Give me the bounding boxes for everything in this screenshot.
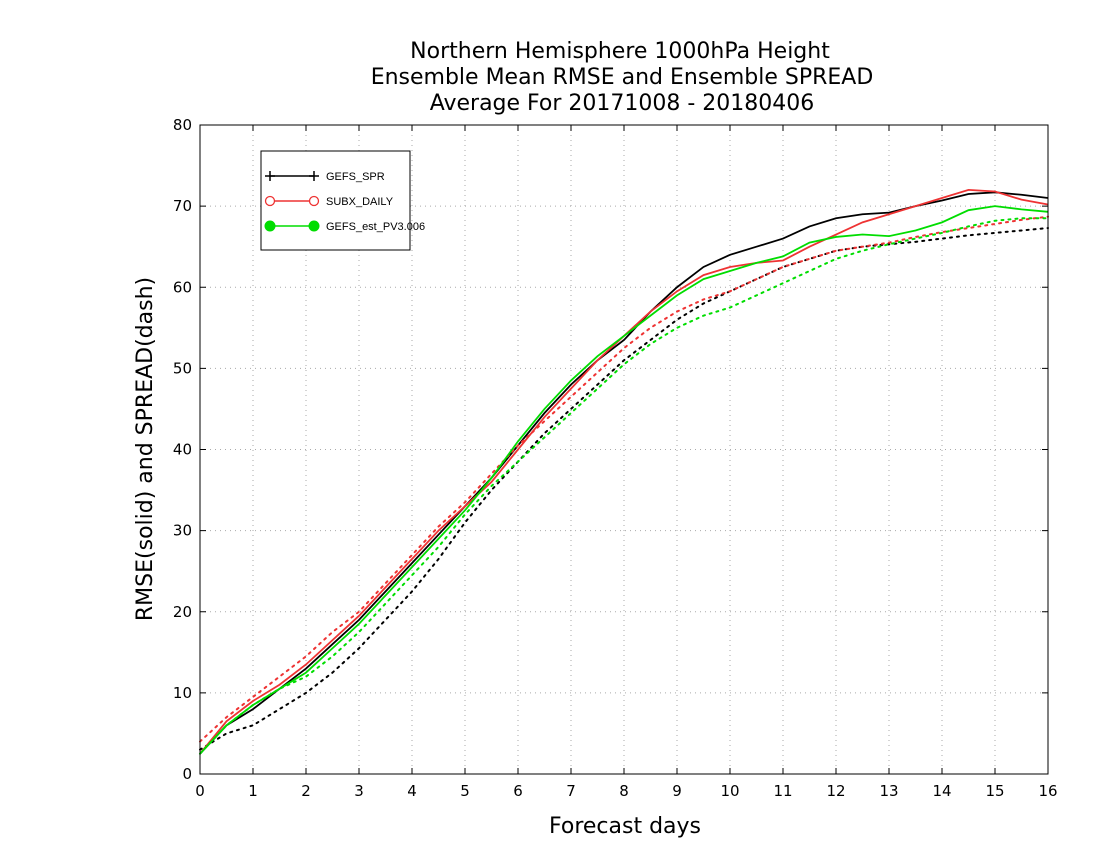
series-spread-subx-daily — [199, 215, 1049, 743]
series-rmse-gefs-est-pv3-006 — [199, 205, 1049, 755]
legend-label: GEFS_est_PV3.006 — [326, 221, 425, 233]
legend-marker-filled-circle — [308, 220, 320, 232]
x-tick-label: 2 — [301, 782, 311, 800]
y-tick-label: 20 — [173, 603, 192, 621]
legend-marker-open-circle — [308, 195, 320, 207]
y-axis-label: RMSE(solid) and SPREAD(dash) — [133, 277, 158, 621]
series-spread-gefs-spr — [199, 227, 1049, 751]
chart-title: Northern Hemisphere 1000hPa Height Ensem… — [371, 39, 874, 116]
title-line-1: Northern Hemisphere 1000hPa Height — [410, 39, 830, 64]
x-tick-label: 9 — [672, 782, 682, 800]
legend-marker-plus — [265, 171, 275, 181]
series-rmse-gefs-spr — [199, 191, 1049, 755]
y-tick-label: 30 — [173, 522, 192, 540]
legend-marker-filled-circle — [264, 220, 276, 232]
axis-ticks: 0 1 2 3 4 5 6 7 8 9 10 11 12 13 14 15 160102030405060708… — [173, 116, 1058, 800]
legend-label: SUBX_DAILY — [326, 196, 394, 208]
x-tick-label: 5 — [460, 782, 470, 800]
y-tick-label: 10 — [173, 684, 192, 702]
title-line-2: Ensemble Mean RMSE and Ensemble SPREAD — [371, 65, 874, 90]
legend-marker-open-circle — [264, 195, 276, 207]
series-lines — [199, 188, 1049, 755]
x-tick-label: 13 — [879, 782, 898, 800]
legend-label: GEFS_SPR — [326, 171, 385, 183]
y-tick-label: 70 — [173, 197, 192, 215]
x-tick-label: 16 — [1038, 782, 1057, 800]
x-tick-label: 4 — [407, 782, 417, 800]
x-tick-label: 6 — [513, 782, 523, 800]
y-tick-label: 40 — [173, 441, 192, 459]
x-tick-label: 1 — [248, 782, 258, 800]
y-tick-label: 50 — [173, 359, 192, 377]
x-tick-label: 3 — [354, 782, 364, 800]
x-tick-label: 7 — [566, 782, 576, 800]
x-tick-label: 8 — [619, 782, 629, 800]
x-tick-label: 12 — [826, 782, 845, 800]
x-tick-label: 15 — [985, 782, 1004, 800]
x-tick-label: 10 — [720, 782, 739, 800]
series-spread-gefs-est-pv3-006 — [199, 217, 1049, 755]
legend-marker-plus — [309, 171, 319, 181]
legend: GEFS_SPR SUBX_DAILY GEFS_est_PV3.006 — [260, 150, 425, 251]
y-tick-label: 60 — [173, 278, 192, 296]
x-tick-label: 11 — [773, 782, 792, 800]
x-axis-label: Forecast days — [549, 814, 701, 839]
x-tick-label: 0 — [195, 782, 205, 800]
grid-lines — [200, 125, 1048, 774]
x-tick-label: 14 — [932, 782, 951, 800]
y-tick-label: 80 — [173, 116, 192, 134]
series-rmse-subx-daily — [199, 188, 1049, 755]
title-line-3: Average For 20171008 - 20180406 — [430, 91, 815, 116]
y-tick-label: 0 — [182, 765, 192, 783]
